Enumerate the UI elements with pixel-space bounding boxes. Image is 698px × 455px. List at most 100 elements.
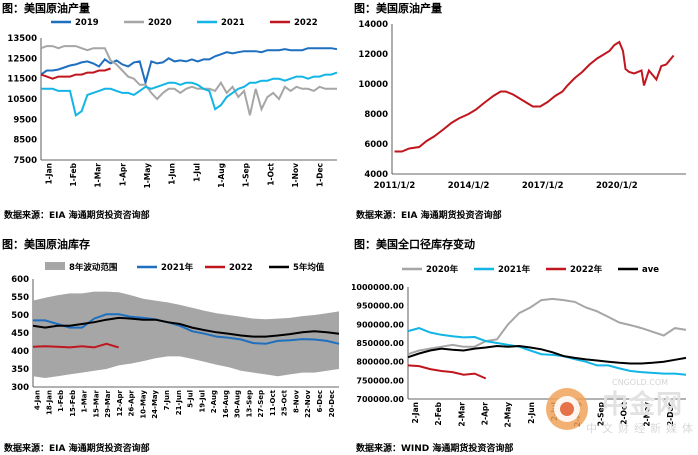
x-tick-label: 1-Jul (192, 163, 201, 182)
x-tick-label: 15-Mar (92, 389, 100, 417)
legend-swatch (45, 262, 65, 270)
source-note: 数据来源：EIA 海通期货投资咨询部 (4, 211, 150, 221)
series-line-production (394, 40, 675, 153)
series-line-2021 (41, 71, 338, 117)
x-tick-label: 2-Aug (210, 390, 218, 413)
x-tick-label: 11-Oct (269, 389, 277, 416)
x-tick-label: 25-Oct (281, 389, 289, 416)
x-tick-label: 1-Mar (81, 389, 89, 412)
x-tick-label: 2-Dec (666, 402, 675, 426)
y-tick-label: 10500 (7, 95, 37, 105)
x-tick-label: 10-May (139, 390, 147, 419)
x-tick-label: 2-Mar (457, 402, 466, 427)
series-line-2022 (40, 67, 111, 80)
y-tick-label: 500 (11, 311, 29, 321)
x-tick-label: 2014/1/2 (448, 181, 490, 191)
x-tick-label: 2020/1/2 (596, 181, 638, 191)
range-band-area (33, 291, 339, 378)
series-line-2020 (40, 45, 337, 116)
x-tick-label: 1-Sep (242, 162, 251, 187)
x-tick-label: 1-Dec (316, 163, 325, 187)
legend-label: 2020年 (426, 264, 459, 275)
series-line-2022 (32, 342, 119, 349)
legend-label: ave (642, 265, 659, 275)
legend-label: 8年波动范围 (69, 262, 117, 273)
x-tick-label: 2-Feb (434, 401, 443, 425)
x-tick-label: 27-Sep (257, 390, 265, 417)
x-tick-label: 1-Mar (94, 163, 103, 188)
x-tick-label: 4-Jan (34, 390, 42, 410)
panel-title-crude-inventory: 图：美国原油库存 (2, 238, 90, 251)
x-tick-label: 29-Mar (104, 389, 112, 417)
legend-label: 2021年 (498, 264, 531, 275)
x-tick-label: 20-Dec (328, 390, 336, 417)
y-tick-label: 600 (11, 275, 29, 285)
x-tick-label: 16-Aug (222, 390, 230, 418)
x-tick-label: 8-Nov (292, 390, 300, 413)
x-tick-label: 6-Dec (316, 390, 324, 412)
y-tick-label: 12500 (7, 54, 37, 64)
chart-total-inventory: 1000000.00 950000.00 900000.00 850000.00 800… (352, 264, 687, 428)
x-tick-label: 7-Jun (163, 390, 171, 410)
x-tick-label: 13-Sep (245, 390, 253, 417)
source-note: 数据来源：EIA 海通期货投资咨询部 (356, 211, 502, 221)
y-tick-label: 350 (11, 365, 29, 375)
y-tick-label: 8000 (364, 110, 388, 120)
x-tick-label: 1-Nov (291, 163, 300, 188)
x-tick-label: 18-Jan (45, 390, 53, 415)
y-tick-label: 950000.00 (356, 302, 404, 311)
y-tick-label: 14000 (358, 20, 388, 30)
y-tick-label: 9500 (13, 115, 37, 125)
x-tick-label: 1-Aug (217, 163, 226, 188)
x-tick-label: 22-Nov (304, 390, 312, 418)
legend-label: 2022 (294, 18, 318, 28)
x-tick-label: 1-Feb (57, 390, 65, 412)
x-tick-label: 21-Jun (175, 390, 183, 415)
x-tick-label: 2-Oct (619, 402, 628, 425)
y-tick-label: 400 (11, 347, 29, 357)
x-tick-label: 2-Jun (527, 402, 536, 424)
y-tick-label: 11500 (7, 75, 37, 85)
y-tick-label: 450 (11, 329, 29, 339)
x-tick-label: 30-Aug (234, 390, 242, 418)
y-tick-label: 850000.00 (356, 339, 404, 348)
x-tick-label: 5-Jul (187, 390, 195, 408)
x-tick-label: 2-Nov (643, 402, 652, 427)
y-tick-label: 7500 (13, 156, 37, 166)
x-tick-label: 2-Jan (411, 402, 420, 424)
series-line-2020年 (407, 297, 687, 356)
series-line-5年均值 (32, 316, 340, 338)
x-tick-label: 2-Sep (596, 401, 605, 426)
x-tick-label: 2017/1/2 (522, 181, 564, 191)
y-tick-label: 550 (11, 293, 29, 303)
watermark-url: CNGOLD.COM (612, 378, 669, 387)
y-tick-label: 1000000.00 (352, 283, 404, 292)
series-line-2021年 (407, 327, 687, 376)
legend-label: 2020 (148, 18, 172, 28)
source-note: 数据来源：EIA 海通期货投资咨询部 (4, 444, 150, 454)
y-tick-label: 900000.00 (356, 320, 404, 329)
legend-label: 2022年 (570, 264, 603, 275)
watermark: CNGOLD.COM 中金网 中文财经新媒体 (544, 378, 694, 452)
legend-label: 2022 (229, 263, 253, 273)
x-tick-label: 1-Jun (168, 163, 177, 185)
chart-production-seasonal: 13500 12500 11500 10500 9500 8500 7500 1-Jan 1-F… (7, 18, 338, 189)
y-tick-label: 12000 (358, 50, 388, 60)
y-tick-label: 4000 (364, 170, 388, 180)
x-tick-label: 1-Jan (44, 163, 53, 185)
chart-crude-inventory: 600 550 500 450 400 350 300 4-Jan 18-Jan 1-Feb 15-… (11, 262, 340, 419)
x-tick-label: 24-May (151, 390, 159, 419)
series-line-2019 (40, 47, 338, 87)
legend-label: 2021 (221, 18, 245, 28)
panel-title-total-inventory: 图：美国全口径库存变动 (354, 238, 475, 251)
x-tick-label: 1-Apr (118, 163, 127, 187)
y-tick-label: 800000.00 (356, 358, 404, 367)
x-tick-label: 2-May (504, 402, 513, 428)
source-note: 数据来源：WIND 海通期货投资咨询部 (356, 444, 514, 454)
panel-title-production-seasonal: 图：美国原油产量 (2, 2, 90, 15)
x-tick-label: 15-Feb (69, 390, 77, 417)
y-tick-label: 10000 (358, 80, 388, 90)
x-tick-label: 2011/1/2 (374, 181, 416, 191)
watermark-brand: 中金网 (602, 390, 684, 420)
